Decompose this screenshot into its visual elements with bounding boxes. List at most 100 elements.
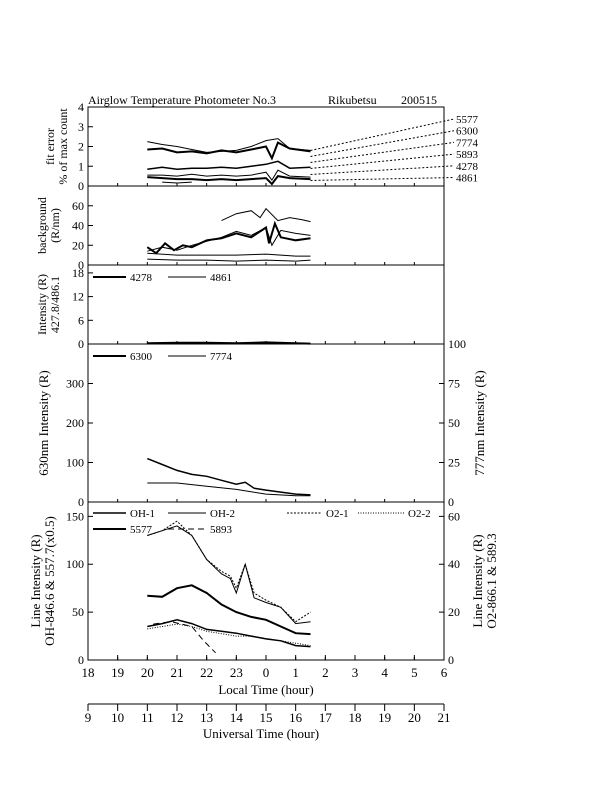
left-axis-label: OH-846.6 & 557.7(x0.5) — [42, 516, 57, 646]
y-tick-label-right: 0 — [448, 653, 454, 667]
y-tick-label: 150 — [66, 509, 84, 523]
ut-tick-label: 21 — [438, 710, 451, 725]
ut-tick-label: 9 — [85, 710, 92, 725]
legend-label-4278: 4278 — [130, 272, 153, 284]
legend-label-O2-1: O2-1 — [326, 508, 349, 520]
fit-error-series-5893 — [147, 169, 311, 181]
red-series-6300 — [147, 457, 311, 496]
local-tick-label: 5 — [411, 665, 418, 680]
y-tick-label: 60 — [72, 199, 84, 213]
local-tick-label: 4 — [381, 665, 388, 680]
y-axis-label: 427.8/486.1 — [48, 276, 62, 333]
y-tick-label: 4 — [78, 100, 84, 114]
leader-line — [310, 165, 455, 175]
y-tick-label: 1 — [78, 159, 84, 173]
red-series-7774 — [147, 482, 311, 497]
local-tick-label: 2 — [322, 665, 329, 680]
y-axis-label: (R/nm) — [48, 208, 62, 243]
fit-error-label-5577: 5577 — [456, 114, 479, 126]
ut-tick-label: 14 — [230, 710, 244, 725]
ut-tick-label: 13 — [200, 710, 213, 725]
y-tick-label: 12 — [72, 290, 84, 304]
legend-label-5893: 5893 — [210, 524, 233, 536]
y-tick-label-right: 0 — [448, 495, 454, 509]
fit-error-series-4861 — [162, 181, 192, 184]
y-tick-label: 100 — [66, 557, 84, 571]
left-axis-label: Line Intensity (R) — [28, 534, 43, 627]
ut-tick-label: 10 — [111, 710, 124, 725]
y-axis-label: % of max count — [56, 108, 70, 185]
local-tick-label: 23 — [230, 665, 243, 680]
legend-label-5577: 5577 — [130, 524, 153, 536]
background-series-5893 — [147, 252, 311, 257]
plot-layer: 18 19 20 21 22 23 0 1 2 3 4 5 69 10 11 12 13 14 15 16 17 18 19… — [28, 100, 499, 725]
ut-tick-label: 19 — [378, 710, 391, 725]
universal-time-label: Universal Time (hour) — [203, 726, 319, 741]
leader-line — [310, 141, 455, 163]
ut-tick-label: 17 — [319, 710, 333, 725]
local-time-label: Local Time (hour) — [218, 682, 313, 697]
y-tick-label-right: 60 — [448, 509, 460, 523]
leader-line — [310, 177, 455, 181]
leader-line — [310, 153, 455, 169]
intensity-series-5577 — [147, 584, 311, 636]
panel-frames — [87, 106, 445, 661]
y-tick-label: 2 — [78, 140, 84, 154]
y-axis-label: fit error — [43, 128, 57, 165]
y-tick-label: 40 — [72, 219, 84, 233]
panel-frame-red-oxygen — [87, 343, 445, 503]
station-name: Rikubetsu — [328, 93, 377, 107]
y-tick-label: 18 — [72, 266, 84, 280]
figure-date: 200515 — [401, 93, 437, 107]
y-tick-label: 200 — [66, 416, 84, 430]
y-tick-label: 0 — [78, 179, 84, 193]
y-tick-label-right: 20 — [448, 605, 460, 619]
ut-tick-label: 12 — [171, 710, 184, 725]
intensity-series-OH-2 — [147, 619, 311, 648]
legend-label-O2-2: O2-2 — [408, 508, 431, 520]
fit-error-series-6300 — [147, 138, 311, 153]
ut-tick-label: 11 — [141, 710, 154, 725]
legend-label-OH-2: OH-2 — [210, 508, 235, 520]
legend-label-7774: 7774 — [210, 351, 233, 363]
legend-label-6300: 6300 — [130, 351, 153, 363]
right-axis-label: Line Intensity (R) — [470, 534, 485, 627]
ut-tick-label: 20 — [408, 710, 421, 725]
fit-error-label-6300: 6300 — [456, 126, 479, 138]
background-series-4278 — [147, 258, 311, 262]
background-series-5577 — [146, 220, 311, 255]
blue-series-4861 — [147, 342, 311, 345]
ut-tick-label: 15 — [260, 710, 273, 725]
panel-frame-background — [87, 185, 445, 266]
fit-error-label-5893: 5893 — [456, 149, 479, 161]
y-tick-label: 3 — [78, 120, 84, 134]
intensity-series-5893 — [153, 621, 216, 654]
local-tick-label: 19 — [111, 665, 124, 680]
y-tick-label-right: 50 — [448, 416, 460, 430]
y-tick-label-right: 25 — [448, 456, 460, 470]
y-axis-label: background — [35, 197, 49, 254]
y-tick-label: 0 — [78, 258, 84, 272]
fit-error-series-5577 — [147, 141, 311, 161]
fit-error-label-7774: 7774 — [456, 137, 479, 149]
fit-error-label-4861: 4861 — [456, 173, 478, 185]
local-tick-label: 6 — [441, 665, 448, 680]
ut-tick-label: 16 — [289, 710, 303, 725]
fit-error-label-4278: 4278 — [456, 161, 479, 173]
y-tick-label: 100 — [66, 456, 84, 470]
legend-label-4861: 4861 — [210, 272, 232, 284]
intensity-series-O2-2 — [147, 623, 311, 647]
fit-error-series-7774 — [147, 160, 311, 170]
figure-title: Airglow Temperature Photometer No.3 — [88, 93, 276, 107]
y-tick-label: 0 — [78, 495, 84, 509]
y-tick-label-right: 40 — [448, 557, 460, 571]
right-axis-label: 777nm Intensity (R) — [472, 370, 487, 475]
intensity-series-O2-1 — [147, 520, 311, 623]
local-tick-label: 18 — [82, 665, 95, 680]
local-tick-label: 3 — [352, 665, 359, 680]
y-tick-label-right: 75 — [448, 377, 460, 391]
y-tick-label: 6 — [78, 313, 84, 327]
local-tick-label: 22 — [200, 665, 213, 680]
local-tick-label: 20 — [141, 665, 154, 680]
